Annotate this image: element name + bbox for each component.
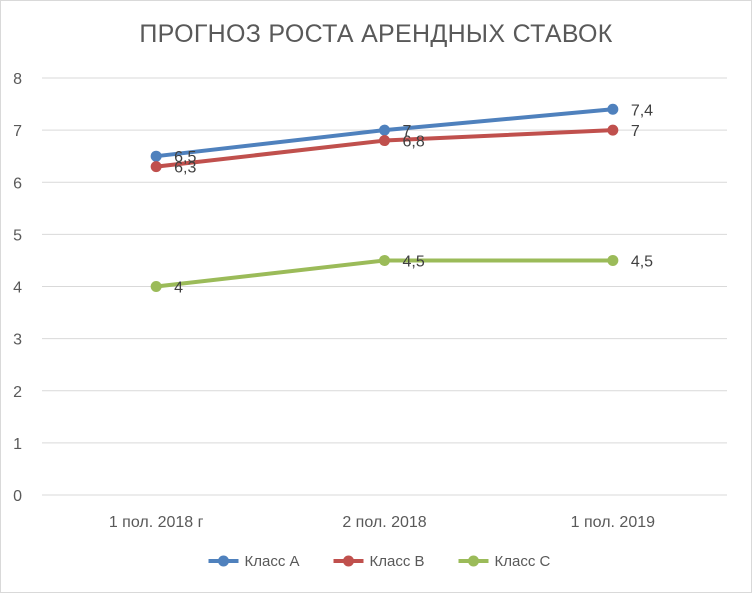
legend-label: Класс С <box>495 553 551 570</box>
y-tick-label: 3 <box>13 332 22 349</box>
legend-swatch-marker <box>468 555 479 567</box>
legend-label: Класс А <box>245 553 300 570</box>
data-point <box>607 103 619 115</box>
y-tick-label: 5 <box>13 227 22 244</box>
data-point <box>607 254 619 266</box>
data-label: 7 <box>631 123 640 140</box>
x-tick-label: 2 пол. 2018 <box>342 514 426 531</box>
y-tick-label: 4 <box>13 280 22 297</box>
data-label: 6,5 <box>174 149 196 166</box>
y-tick-label: 0 <box>13 488 22 505</box>
y-tick-label: 8 <box>13 71 22 88</box>
data-point <box>150 150 162 162</box>
data-label: 4,5 <box>403 253 425 270</box>
data-point <box>150 281 162 292</box>
legend-label: Класс В <box>370 553 425 570</box>
data-point <box>379 124 390 136</box>
data-label: 6,3 <box>174 160 196 177</box>
data-point <box>379 135 390 147</box>
data-point <box>379 254 390 266</box>
y-tick-label: 2 <box>13 384 22 401</box>
gridlines <box>42 77 727 496</box>
data-label: 4,5 <box>631 253 653 270</box>
data-label: 6,8 <box>403 134 425 151</box>
legend-swatch-marker <box>218 555 229 567</box>
y-axis-tick-labels: 0 1 2 3 4 5 6 7 8 <box>13 71 22 505</box>
data-label: 4 <box>174 280 183 297</box>
legend-swatch-marker <box>343 555 354 567</box>
legend: Класс А Класс В Класс С <box>208 553 551 570</box>
y-tick-label: 7 <box>13 123 22 140</box>
y-tick-label: 1 <box>13 436 22 453</box>
data-point <box>607 124 619 136</box>
chart-title: ПРОГНОЗ РОСТА АРЕНДНЫХ СТАВОК <box>139 20 613 48</box>
x-tick-label: 1 пол. 2019 <box>571 514 655 531</box>
data-label: 7 <box>403 123 412 140</box>
x-tick-label: 1 пол. 2018 г <box>109 514 204 531</box>
y-tick-label: 6 <box>13 175 22 192</box>
data-label: 7,4 <box>631 102 653 119</box>
x-axis-tick-labels: 1 пол. 2018 г 2 пол. 2018 1 пол. 2019 <box>109 514 655 531</box>
data-point <box>150 161 162 173</box>
series-lines <box>150 103 619 292</box>
